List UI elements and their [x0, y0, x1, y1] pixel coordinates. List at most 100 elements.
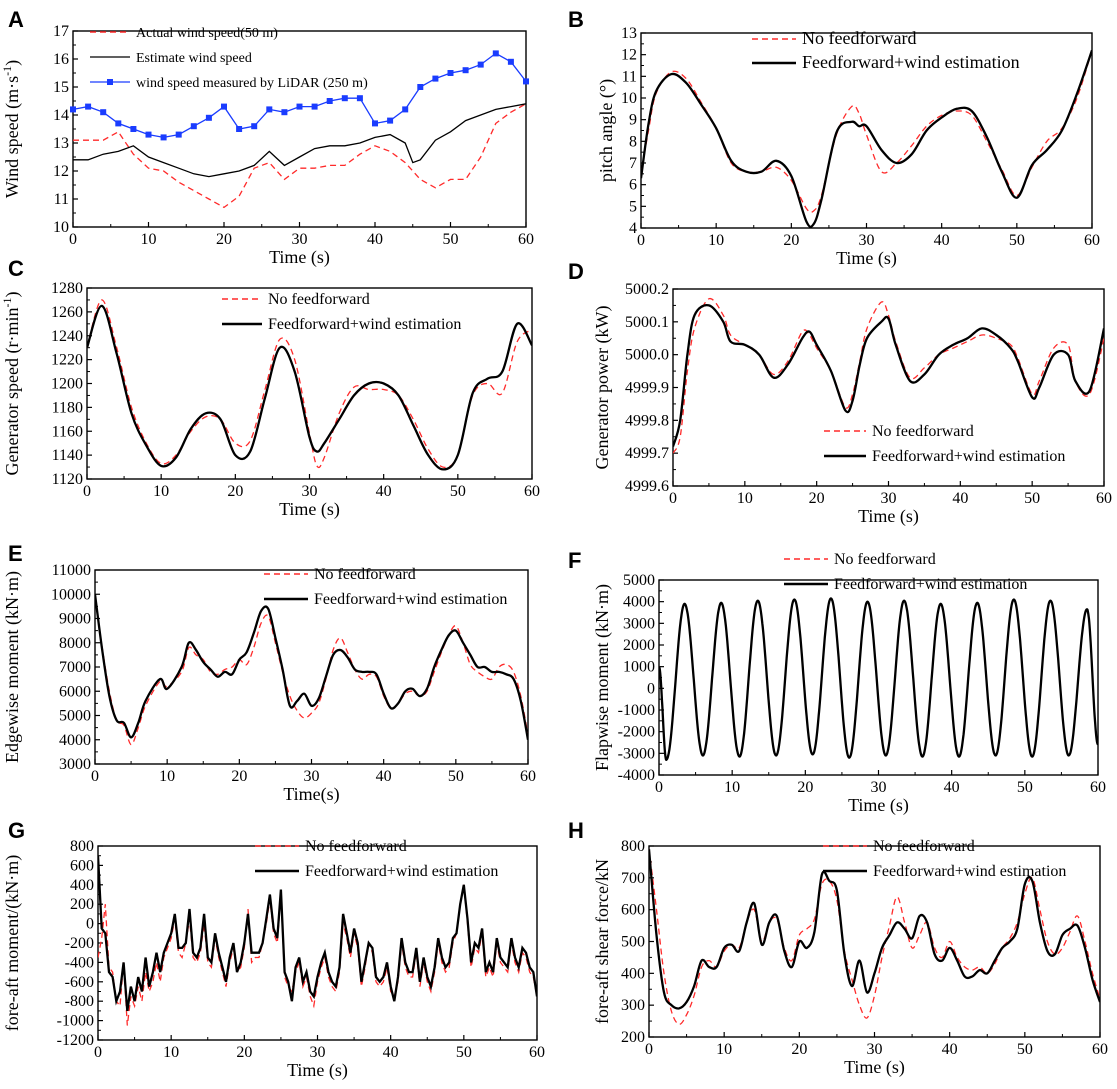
x-tick-label: 40 — [934, 232, 950, 249]
y-tick-label: 5000 — [59, 708, 91, 725]
y-tick-label: 500 — [621, 934, 645, 951]
y-tick-label: 17 — [53, 23, 69, 40]
data-point-marker — [190, 123, 197, 130]
x-tick-label: 40 — [383, 1044, 399, 1061]
x-tick-label: 60 — [529, 1044, 545, 1061]
y-tick-label: 4000 — [623, 594, 655, 611]
x-tick-label: 0 — [645, 1041, 653, 1058]
x-tick-label: 30 — [867, 1041, 883, 1058]
x-axis-title: Time (s) — [279, 499, 340, 520]
x-tick-label: 10 — [153, 483, 169, 500]
x-axis-title: Time (s) — [287, 1060, 348, 1081]
data-point-marker — [507, 58, 514, 65]
y-tick-label: 16 — [53, 51, 69, 68]
y-tick-label: 11000 — [52, 562, 91, 579]
y-tick-label: 8000 — [59, 635, 91, 652]
legend-label: wind speed measured by LiDAR (250 m) — [136, 76, 368, 91]
x-tick-label: 60 — [1096, 490, 1112, 507]
y-tick-label: 4999.7 — [625, 445, 669, 462]
y-axis-title: Generator power (kW) — [592, 306, 613, 470]
panel-c: C 0 10 20 30 40 50 60 1120 1140 1160 1180 1200 1220 12… — [0, 256, 540, 520]
y-tick-label: -1000 — [618, 702, 655, 719]
y-tick-label: 600 — [621, 902, 645, 919]
y-tick-label: 4999.9 — [625, 380, 669, 397]
series-line-2 — [95, 594, 528, 741]
y-tick-label: 13 — [621, 25, 637, 42]
data-point-marker — [417, 84, 424, 90]
legend-label: Estimate wind speed — [136, 51, 252, 66]
y-axis-title: pitch angle (°) — [596, 79, 617, 182]
x-tick-label: 20 — [783, 232, 799, 249]
x-tick-label: 0 — [655, 779, 663, 796]
y-tick-label: 5000 — [623, 572, 655, 589]
data-point-marker — [266, 106, 273, 113]
panel-label-a: A — [8, 7, 24, 32]
panel-label-g: G — [8, 818, 25, 843]
y-tick-label: 5000.1 — [625, 314, 669, 331]
y-tick-label: 4 — [629, 220, 637, 237]
legend-label: Feedforward+wind estimation — [268, 316, 461, 333]
series-line-2 — [73, 103, 526, 178]
x-tick-label: 0 — [91, 768, 99, 785]
legend-label: Feedforward+wind estimation — [802, 52, 1020, 72]
x-tick-label: 50 — [1009, 232, 1025, 249]
y-tick-label: -600 — [65, 974, 94, 991]
y-tick-label: 12 — [53, 163, 69, 180]
y-axis-title: fore-aft shear force/kN — [592, 859, 612, 1024]
y-tick-label: 1180 — [52, 399, 83, 416]
y-tick-label: 700 — [621, 870, 645, 887]
series-line-1 — [73, 103, 526, 209]
data-point-marker — [70, 106, 76, 113]
x-tick-label: 40 — [367, 231, 383, 248]
data-point-marker — [221, 103, 227, 110]
x-tick-label: 60 — [520, 768, 536, 785]
y-tick-label: 800 — [621, 838, 645, 855]
legend-label: Feedforward+wind estimation — [873, 863, 1066, 880]
x-axis-title: Time (s) — [269, 247, 330, 268]
data-point-marker — [160, 134, 167, 141]
panel-h: H 0 10 20 30 40 50 60 200 300 400 500 600 700 800 Time … — [568, 818, 1108, 1078]
x-axis-title: Time (s) — [848, 795, 909, 816]
x-axis-title: Time (s) — [836, 248, 897, 269]
y-tick-label: 15 — [53, 79, 69, 96]
x-tick-label: 10 — [141, 231, 157, 248]
data-point-marker — [251, 123, 258, 130]
y-tick-label: 4999.8 — [625, 412, 669, 429]
panel-e: E 0 10 20 30 40 50 60 3000 4000 5000 6000 7000 8000 90… — [2, 541, 536, 805]
y-tick-label: 5000.0 — [625, 347, 669, 364]
y-tick-label: -1000 — [57, 1013, 94, 1030]
series-line-2 — [673, 304, 1104, 447]
legend-label: No feedforward — [305, 838, 407, 855]
x-tick-label: 50 — [1017, 779, 1033, 796]
y-axis-title: fore-aft moment/(kN·m) — [2, 855, 23, 1031]
data-point-marker — [115, 120, 122, 127]
y-tick-label: 5000.2 — [625, 281, 669, 298]
y-tick-label: 1280 — [51, 280, 83, 297]
x-tick-label: 10 — [159, 768, 175, 785]
y-tick-label: 3000 — [623, 615, 655, 632]
x-tick-label: 20 — [791, 1041, 807, 1058]
legend-label: Feedforward+wind estimation — [872, 448, 1065, 465]
data-point-marker — [492, 50, 499, 57]
series-line-2 — [87, 304, 532, 471]
legend-label: No feedforward — [873, 838, 975, 855]
y-tick-label: 1200 — [51, 376, 83, 393]
y-tick-label: -800 — [65, 993, 94, 1010]
y-tick-label: 0 — [86, 916, 94, 933]
x-axis-title: Time(s) — [283, 784, 339, 805]
legend-label: Actual wind speed(50 m) — [136, 26, 278, 41]
y-tick-label: 200 — [70, 896, 94, 913]
data-point-marker — [311, 103, 318, 110]
y-tick-label: 0 — [647, 680, 655, 697]
x-tick-label: 10 — [716, 1041, 732, 1058]
y-tick-label: 1000 — [623, 659, 655, 676]
panel-label-h: H — [568, 818, 584, 843]
data-point-marker — [296, 103, 303, 110]
panel-label-b: B — [568, 7, 584, 32]
plot-frame — [658, 579, 1099, 776]
y-tick-label: 1240 — [51, 328, 83, 345]
x-tick-label: 0 — [83, 483, 91, 500]
data-point-marker — [145, 131, 152, 138]
x-tick-label: 40 — [942, 1041, 958, 1058]
